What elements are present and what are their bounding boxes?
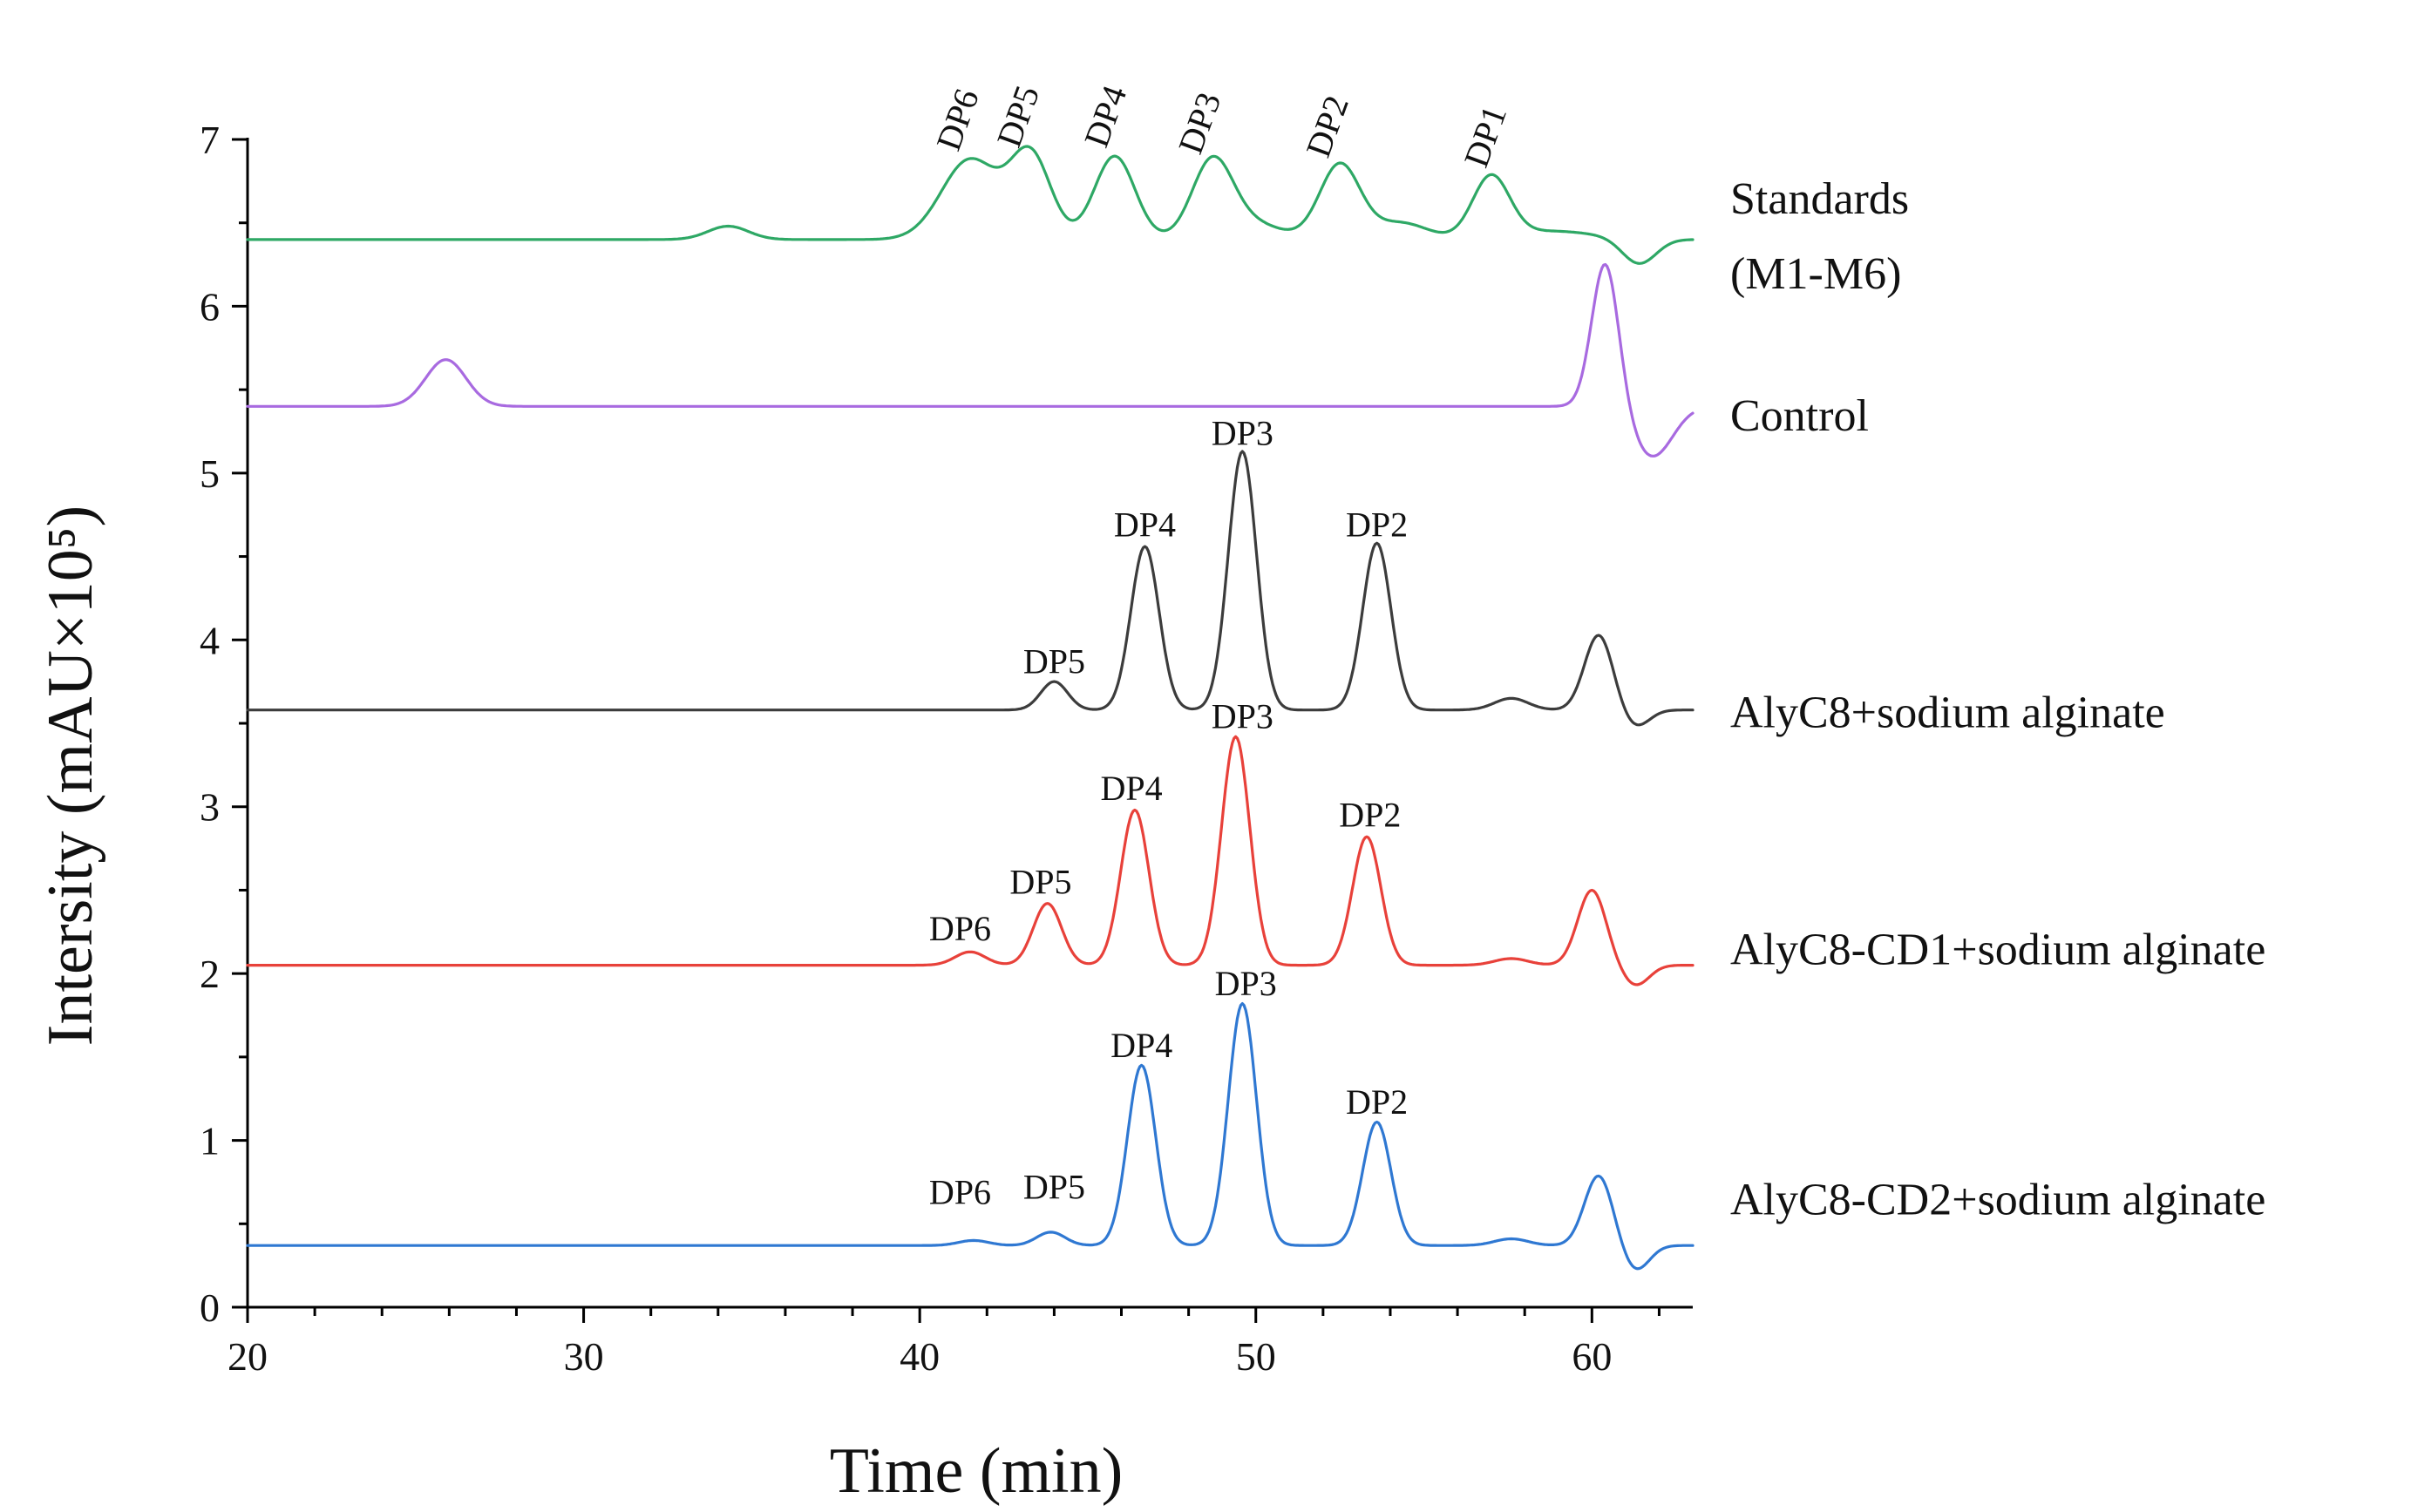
- series-label: (M1-M6): [1730, 249, 1901, 299]
- peak-label: DP5: [1009, 862, 1071, 901]
- peak-label: DP4: [1076, 80, 1135, 152]
- y-tick-label: 1: [200, 1119, 220, 1163]
- trace-line: [246, 145, 1694, 265]
- series-labels: Standards (M1-M6) Control AlyC8+sodium algi…: [1730, 174, 2265, 1225]
- peak-label: DP5: [1023, 642, 1085, 681]
- y-tick-label: 3: [200, 785, 220, 830]
- x-tick-label: 20: [228, 1334, 268, 1379]
- y-tick-label: 6: [200, 284, 220, 329]
- trace-line: [246, 735, 1694, 987]
- y-axis-title: Intersity (mAU×10⁵): [35, 505, 106, 1046]
- x-tick-label: 60: [1572, 1334, 1612, 1379]
- trace-line: [246, 1002, 1694, 1271]
- x-axis-title: Time (min): [830, 1435, 1123, 1507]
- y-tick-label: 2: [200, 952, 220, 996]
- peak-label: DP2: [1346, 1082, 1408, 1122]
- series-label: AlyC8+sodium alginate: [1730, 688, 2165, 738]
- peak-label: DP4: [1101, 769, 1163, 808]
- y-tick-label: 7: [200, 118, 220, 162]
- peak-label: DP4: [1110, 1026, 1172, 1065]
- peak-label: DP3: [1212, 413, 1273, 452]
- peak-label: DP2: [1346, 505, 1408, 545]
- series-label: Standards: [1730, 174, 1909, 224]
- y-tick-label: 5: [200, 451, 220, 496]
- peak-label: DP3: [1215, 964, 1277, 1003]
- peak-label: DP5: [989, 80, 1048, 152]
- peak-label: DP2: [1298, 91, 1356, 162]
- peak-label: DP3: [1212, 697, 1273, 736]
- peak-label: DP6: [929, 909, 991, 948]
- peak-label: DP1: [1457, 100, 1515, 172]
- x-tick-label: 30: [564, 1334, 604, 1379]
- series-label: Control: [1730, 391, 1869, 441]
- y-tick-label: 0: [200, 1285, 220, 1330]
- x-tick-label: 50: [1236, 1334, 1276, 1379]
- trace-line: [246, 262, 1694, 458]
- y-tick-label: 4: [200, 618, 220, 662]
- peak-label: DP2: [1339, 796, 1401, 835]
- traces: DP6 DP5 DP4 DP3 DP2 DP1DP5DP4DP3DP2DP6DP5DP4D…: [246, 80, 1694, 1271]
- peak-label: DP6: [928, 84, 987, 155]
- trace-line: [246, 450, 1694, 727]
- peak-label: DP6: [929, 1172, 991, 1211]
- series-label: AlyC8-CD2+sodium alginate: [1730, 1176, 2265, 1225]
- axes: 0 1 2 3 4 5 6 7 20 30 40 50 60: [200, 118, 1693, 1379]
- peak-label: DP5: [1023, 1168, 1085, 1207]
- peak-label: DP4: [1114, 505, 1176, 545]
- series-label: AlyC8-CD1+sodium alginate: [1730, 925, 2265, 974]
- peak-label: DP3: [1171, 87, 1229, 159]
- x-tick-label: 40: [900, 1334, 940, 1379]
